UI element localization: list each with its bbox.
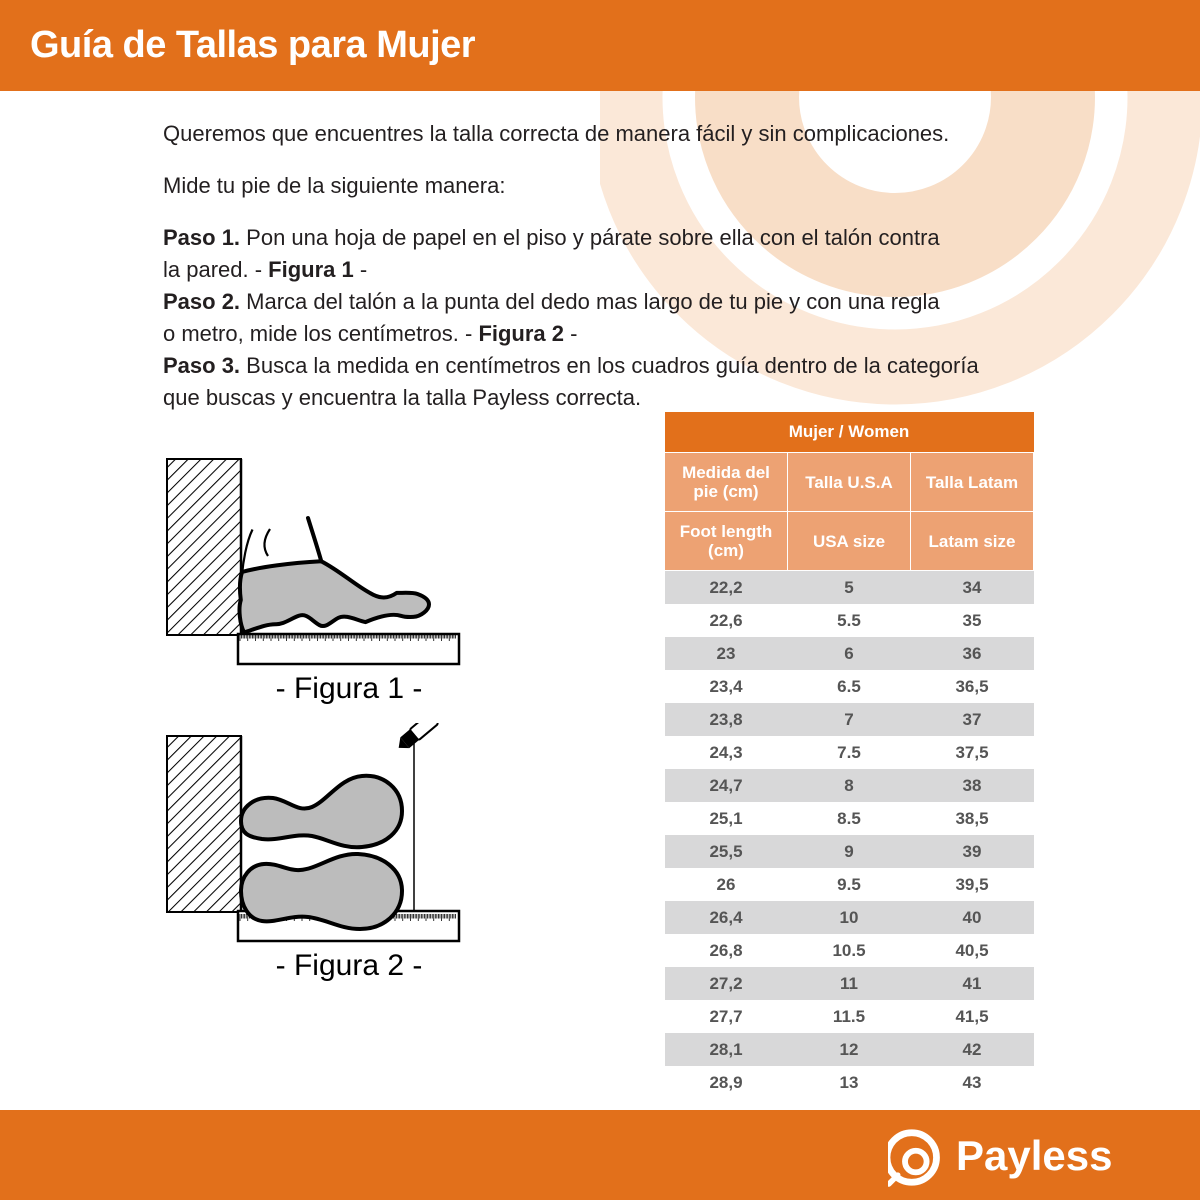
svg-text:- Figura 2 -: - Figura 2 - bbox=[276, 949, 423, 982]
svg-text:- Figura 1 -: - Figura 1 - bbox=[276, 672, 423, 705]
svg-text:Payless: Payless bbox=[956, 1132, 1112, 1179]
